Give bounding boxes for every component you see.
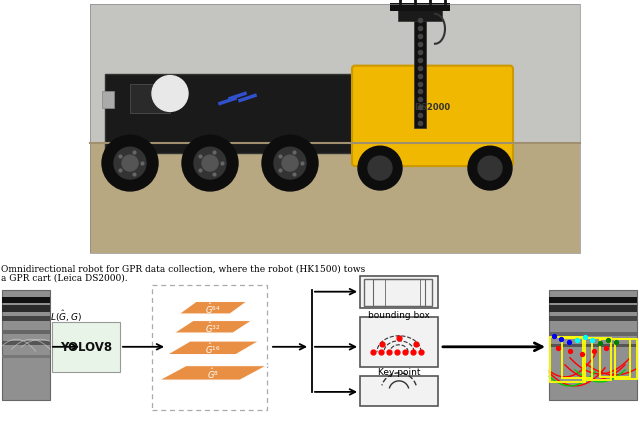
FancyBboxPatch shape <box>2 342 50 345</box>
FancyBboxPatch shape <box>2 355 50 358</box>
FancyBboxPatch shape <box>549 298 637 303</box>
Circle shape <box>262 136 318 191</box>
FancyBboxPatch shape <box>414 15 426 129</box>
Polygon shape <box>166 341 260 355</box>
Text: Omnidirectional robot for GPR data collection, where the robot (HK1500) tows: Omnidirectional robot for GPR data colle… <box>1 264 365 273</box>
Text: bounding box: bounding box <box>368 310 430 319</box>
Text: $L(\hat{G},G)$: $L(\hat{G},G)$ <box>50 307 82 323</box>
FancyBboxPatch shape <box>90 144 580 253</box>
Text: YOLOV8: YOLOV8 <box>60 341 112 353</box>
FancyBboxPatch shape <box>102 91 114 109</box>
FancyBboxPatch shape <box>90 5 580 154</box>
Circle shape <box>182 136 238 191</box>
FancyBboxPatch shape <box>549 305 637 312</box>
FancyBboxPatch shape <box>360 317 438 367</box>
Circle shape <box>152 77 188 112</box>
FancyBboxPatch shape <box>2 316 50 321</box>
Circle shape <box>468 147 512 190</box>
Text: $\hat{G}^{16}$: $\hat{G}^{16}$ <box>205 341 221 355</box>
FancyBboxPatch shape <box>2 290 50 400</box>
FancyBboxPatch shape <box>52 322 120 372</box>
FancyBboxPatch shape <box>2 305 50 312</box>
Text: $\hat{G}^{32}$: $\hat{G}^{32}$ <box>205 320 221 334</box>
Circle shape <box>274 148 306 180</box>
Polygon shape <box>173 320 253 334</box>
Circle shape <box>114 148 146 180</box>
FancyBboxPatch shape <box>549 290 637 400</box>
Circle shape <box>202 156 218 172</box>
Text: $\hat{G}^{8}$: $\hat{G}^{8}$ <box>207 366 219 380</box>
FancyBboxPatch shape <box>2 298 50 303</box>
Circle shape <box>478 157 502 181</box>
FancyBboxPatch shape <box>549 316 637 321</box>
FancyBboxPatch shape <box>352 67 513 167</box>
Circle shape <box>358 147 402 190</box>
FancyBboxPatch shape <box>398 7 442 22</box>
Text: $\hat{G}^{64}$: $\hat{G}^{64}$ <box>205 301 221 315</box>
Circle shape <box>122 156 138 172</box>
Text: DS2000: DS2000 <box>414 103 450 112</box>
FancyBboxPatch shape <box>2 331 50 334</box>
FancyBboxPatch shape <box>105 74 385 154</box>
FancyBboxPatch shape <box>90 5 580 253</box>
FancyBboxPatch shape <box>360 276 438 308</box>
FancyBboxPatch shape <box>549 332 637 336</box>
Text: a GPR cart (Leica DS2000).: a GPR cart (Leica DS2000). <box>1 273 127 282</box>
FancyBboxPatch shape <box>360 376 438 406</box>
Circle shape <box>368 157 392 181</box>
FancyBboxPatch shape <box>130 84 170 114</box>
Text: Key point: Key point <box>378 367 420 376</box>
Polygon shape <box>158 366 268 381</box>
Circle shape <box>282 156 298 172</box>
Circle shape <box>194 148 226 180</box>
Polygon shape <box>178 301 248 314</box>
FancyBboxPatch shape <box>549 344 637 347</box>
Circle shape <box>102 136 158 191</box>
FancyBboxPatch shape <box>390 4 450 12</box>
